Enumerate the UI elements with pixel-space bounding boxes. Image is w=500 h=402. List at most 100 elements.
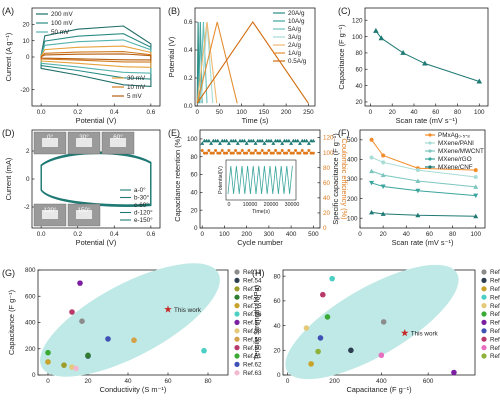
x-tick-label: 0 xyxy=(46,378,50,385)
legend-entry: Ref.61 xyxy=(490,311,500,318)
this-work-label: This work xyxy=(411,331,439,338)
legend-entry: 2A/g xyxy=(288,42,301,49)
y-tick-label: 20 xyxy=(190,207,198,214)
retention-point xyxy=(289,141,294,145)
scatter-point-3 xyxy=(329,275,335,282)
retention-point xyxy=(269,138,274,143)
y-tick-label: 200 xyxy=(25,346,36,353)
y-axis-label: Current (mA) xyxy=(4,158,13,201)
retention-point xyxy=(218,141,222,145)
coulombic-point xyxy=(260,148,264,152)
cap-point xyxy=(378,35,385,41)
y-tick-label: 20 xyxy=(355,99,363,106)
legend-entry: Ref.64 xyxy=(490,336,500,343)
series-point xyxy=(369,180,375,186)
x-axis-label: Time (s) xyxy=(242,116,269,125)
scatter-point-5 xyxy=(324,314,331,320)
y-axis-label: Capacitance retention (%) xyxy=(173,136,182,221)
legend-entry: MXene/MWCNT xyxy=(438,148,484,155)
scatter-point-1 xyxy=(348,347,354,354)
legend-marker xyxy=(481,294,487,300)
coulombic-point xyxy=(265,151,269,155)
y-right-tick-label: 100 xyxy=(323,150,334,157)
x-tick-label: 200 xyxy=(281,109,292,116)
cv-curve-0 xyxy=(40,25,152,87)
series-point xyxy=(380,211,386,216)
x-tick-label: 0 xyxy=(358,231,362,238)
y-tick-label: 20 xyxy=(22,22,30,29)
legend-marker xyxy=(234,303,240,309)
x-tick-label: 0 xyxy=(200,231,204,238)
retention-point xyxy=(226,141,231,145)
coulombic-point xyxy=(238,151,242,155)
legend-entry: c-60° xyxy=(134,201,149,209)
legend-entry: Ref.66 xyxy=(490,353,500,360)
legend-entry: Ref.63 xyxy=(243,370,262,377)
legend-entry: Ref.62 xyxy=(490,320,500,327)
legend-entry: PMxAg₀.₅-₈ xyxy=(438,132,470,139)
series-point xyxy=(473,213,479,219)
legend-marker xyxy=(481,277,487,283)
legend-entry: Ref.54 xyxy=(490,328,500,335)
coulombic-point xyxy=(209,151,213,155)
legend-entry: 200 mV xyxy=(51,11,74,18)
legend-marker xyxy=(481,311,487,317)
series-point xyxy=(369,209,375,215)
legend-marker xyxy=(481,269,487,275)
legend-marker xyxy=(234,294,240,300)
coulombic-point xyxy=(251,151,255,155)
x-axis-label: Scan rate (mV s⁻¹) xyxy=(396,116,458,125)
y-tick-label: 40 xyxy=(190,190,198,197)
y-tick-label: 10 xyxy=(22,38,30,45)
retention-point xyxy=(224,138,229,143)
x-tick-label: 40 xyxy=(410,109,418,116)
retention-point xyxy=(298,141,302,145)
scatter-point-0 xyxy=(380,319,387,325)
legend-marker xyxy=(428,141,432,145)
legend-marker xyxy=(234,269,240,275)
coulombic-point xyxy=(296,151,300,155)
x-tick-label: 200 xyxy=(329,378,340,385)
y-right-tick-label: 120 xyxy=(323,135,334,142)
legend-entry: 1A/g xyxy=(288,50,301,57)
gcd-curve-4 xyxy=(196,21,218,104)
legend-entry: 5 mV xyxy=(127,93,142,100)
coulombic-point xyxy=(309,151,313,155)
retention-point xyxy=(253,141,258,145)
x-tick-label: 500 xyxy=(308,231,319,238)
retention-point xyxy=(215,138,220,143)
x-tick-label: 40 xyxy=(403,231,411,238)
cap-point xyxy=(373,27,379,33)
legend-marker xyxy=(428,165,432,169)
y-tick-label: -20 xyxy=(20,87,30,94)
coulombic-point xyxy=(289,151,293,155)
y-tick-label: 200 xyxy=(347,196,358,203)
x-tick-label: 0.2 xyxy=(73,109,82,116)
series-point xyxy=(369,137,374,142)
legend-entry: Ref.54 xyxy=(243,278,262,285)
retention-point xyxy=(235,141,240,145)
retention-point xyxy=(200,141,205,145)
coulombic-point xyxy=(287,148,291,152)
y-tick-label: 40 xyxy=(273,323,281,330)
trend-ellipse xyxy=(285,264,459,380)
y-tick-label: 60 xyxy=(273,298,281,305)
scatter-point-6 xyxy=(451,369,457,376)
series-point xyxy=(415,188,421,194)
scatter-point-6 xyxy=(77,280,83,286)
series-point xyxy=(473,168,478,173)
x-axis-label: Scan rate (mV s⁻¹) xyxy=(392,238,454,247)
coulombic-point xyxy=(205,151,209,155)
coulombic-point xyxy=(211,151,215,155)
bend-cv-curve-4 xyxy=(40,153,152,206)
scatter-point-4 xyxy=(45,359,51,365)
coulombic-point xyxy=(271,151,275,155)
y-tick-label: 400 xyxy=(25,320,36,327)
scatter-point-10 xyxy=(45,349,51,356)
retention-point xyxy=(260,138,265,143)
y-tick-label: 80 xyxy=(355,50,363,57)
this-work-star xyxy=(164,305,172,313)
coulombic-point xyxy=(220,148,224,152)
coulombic-point xyxy=(269,151,273,155)
